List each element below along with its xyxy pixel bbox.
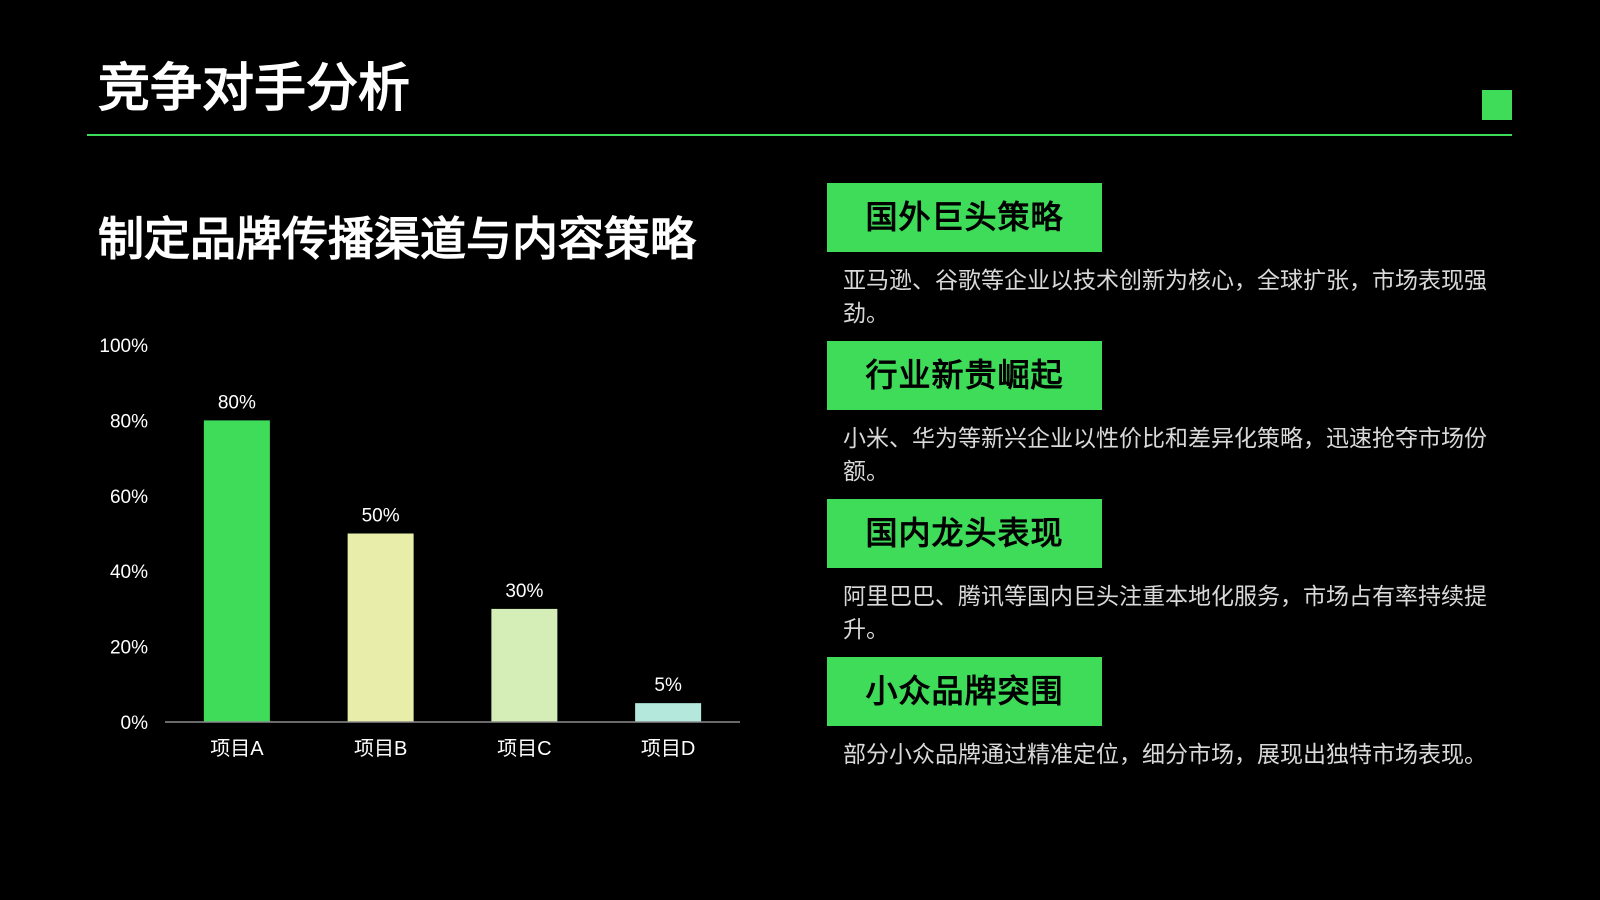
card-label: 国内龙头表现: [827, 499, 1102, 568]
strategy-cards: 国外巨头策略 亚马逊、谷歌等企业以技术创新为核心，全球扩张，市场表现强劲。 行业…: [827, 183, 1527, 815]
card-label: 行业新贵崛起: [827, 341, 1102, 410]
page-title: 竞争对手分析: [98, 60, 411, 118]
card-description: 部分小众品牌通过精准定位，细分市场，展现出独特市场表现。: [843, 741, 1487, 767]
bars: 80% 50% 30% 5%: [203, 392, 702, 722]
card-description: 小米、华为等新兴企业以性价比和差异化策略，迅速抢夺市场份额。: [843, 425, 1487, 484]
strategy-card: 国外巨头策略 亚马逊、谷歌等企业以技术创新为核心，全球扩张，市场表现强劲。: [827, 183, 1527, 341]
y-tick-label: 100%: [99, 336, 148, 357]
strategy-card: 小众品牌突围 部分小众品牌通过精准定位，细分市场，展现出独特市场表现。: [827, 657, 1527, 815]
x-axis: 项目A 项目B 项目C 项目D: [165, 721, 740, 760]
data-label: 50%: [362, 506, 400, 527]
strategy-card: 行业新贵崛起 小米、华为等新兴企业以性价比和差异化策略，迅速抢夺市场份额。: [827, 341, 1527, 499]
card-label: 小众品牌突围: [827, 657, 1102, 726]
bar: [203, 420, 270, 722]
y-tick-label: 80%: [110, 411, 148, 432]
x-tick-label: 项目D: [641, 738, 695, 760]
card-description: 阿里巴巴、腾讯等国内巨头注重本地化服务，市场占有率持续提升。: [843, 583, 1487, 642]
bar: [491, 608, 558, 722]
data-label: 80%: [218, 392, 256, 413]
card-label: 国外巨头策略: [827, 183, 1102, 252]
bar: [347, 533, 414, 722]
strategy-card: 国内龙头表现 阿里巴巴、腾讯等国内巨头注重本地化服务，市场占有率持续提升。: [827, 499, 1527, 657]
y-tick-label: 60%: [110, 487, 148, 508]
data-label: 30%: [505, 581, 543, 602]
card-description: 亚马逊、谷歌等企业以技术创新为核心，全球扩张，市场表现强劲。: [843, 267, 1487, 326]
bar-chart: 0% 20% 40% 60% 80% 100% 80% 50% 30% 5% 项目A 项目B 项目C…: [99, 336, 740, 760]
x-tick-label: 项目B: [354, 738, 407, 760]
bar: [635, 703, 702, 722]
accent-square: [1482, 90, 1512, 120]
title-divider: [87, 134, 1512, 136]
x-tick-label: 项目A: [210, 738, 264, 760]
y-tick-label: 0%: [121, 713, 149, 734]
section-title: 制定品牌传播渠道与内容策略: [98, 213, 696, 265]
y-tick-label: 40%: [110, 562, 148, 583]
data-label: 5%: [654, 675, 682, 696]
y-tick-label: 20%: [110, 638, 148, 659]
x-tick-label: 项目C: [497, 738, 551, 760]
y-axis: 0% 20% 40% 60% 80% 100%: [99, 336, 148, 734]
